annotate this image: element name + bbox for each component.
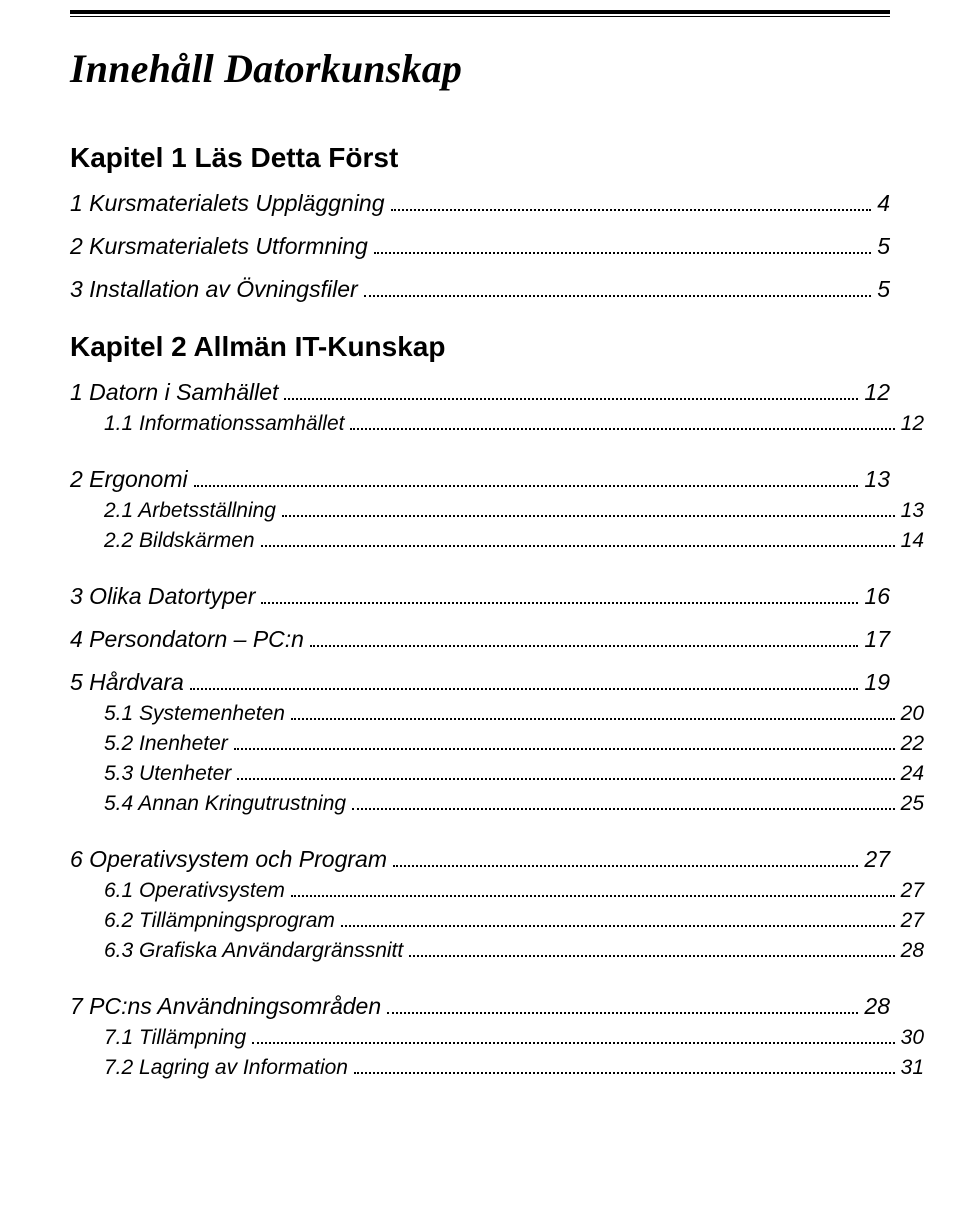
toc-entry-level2: 6.3 Grafiska Användargränssnitt 28 [104, 939, 924, 963]
toc-leader-dots [284, 387, 858, 401]
toc-leader-dots [364, 284, 872, 298]
toc-entry-page: 13 [901, 499, 924, 523]
toc-entry-page: 12 [864, 379, 890, 406]
toc-entry-level1: 2 Kursmaterialets Utformning 5 [70, 233, 890, 260]
toc-entry-page: 4 [877, 190, 890, 217]
toc-entry-label: 3 Installation av Övningsfiler [70, 276, 358, 303]
toc-entry-page: 20 [901, 702, 924, 726]
toc-entry-label: 2.2 Bildskärmen [104, 529, 255, 553]
toc-entry-level2: 7.1 Tillämpning 30 [104, 1026, 924, 1050]
toc-leader-dots [391, 198, 872, 212]
toc-entry-label: 7.1 Tillämpning [104, 1026, 246, 1050]
toc-entry-level1: 3 Olika Datortyper 16 [70, 583, 890, 610]
toc-leader-dots [354, 1062, 895, 1075]
toc-leader-dots [282, 505, 895, 518]
chapter-heading: Kapitel 2 Allmän IT-Kunskap [70, 331, 890, 363]
toc-leader-dots [387, 1001, 858, 1015]
toc-entry-page: 24 [901, 762, 924, 786]
toc-entry-label: 4 Persondatorn – PC:n [70, 626, 304, 653]
toc-entry-level2: 2.1 Arbetsställning 13 [104, 499, 924, 523]
toc-entry-page: 19 [864, 669, 890, 696]
group-spacer [70, 963, 890, 977]
toc-entry-label: 5 Hårdvara [70, 669, 184, 696]
toc-entry-label: 7 PC:ns Användningsområden [70, 993, 381, 1020]
toc-leader-dots [409, 945, 894, 958]
toc-entry-page: 22 [901, 732, 924, 756]
group-spacer [70, 436, 890, 450]
toc-entry-label: 1 Kursmaterialets Uppläggning [70, 190, 385, 217]
toc-entry-page: 25 [901, 792, 924, 816]
toc-entry-label: 3 Olika Datortyper [70, 583, 255, 610]
toc-entry-label: 6.3 Grafiska Användargränssnitt [104, 939, 403, 963]
toc-entry-page: 13 [864, 466, 890, 493]
group-spacer [70, 816, 890, 830]
toc-entry-page: 28 [901, 939, 924, 963]
toc-leader-dots [291, 708, 895, 721]
toc-entry-level2: 1.1 Informationssamhället 12 [104, 412, 924, 436]
group-spacer [70, 553, 890, 567]
toc-leader-dots [393, 854, 858, 868]
toc-leader-dots [252, 1032, 894, 1045]
chapter-heading: Kapitel 1 Läs Detta Först [70, 142, 890, 174]
toc-entry-page: 5 [877, 233, 890, 260]
toc-entry-label: 6.1 Operativsystem [104, 879, 285, 903]
toc-entry-page: 14 [901, 529, 924, 553]
toc-entry-level2: 5.3 Utenheter 24 [104, 762, 924, 786]
toc-entry-level2: 5.2 Inenheter 22 [104, 732, 924, 756]
toc-entry-page: 30 [901, 1026, 924, 1050]
toc-entry-page: 28 [864, 993, 890, 1020]
toc-entry-label: 5.4 Annan Kringutrustning [104, 792, 346, 816]
toc-entry-label: 6 Operativsystem och Program [70, 846, 387, 873]
toc-leader-dots [261, 591, 858, 605]
toc-leader-dots [291, 885, 895, 898]
toc-leader-dots [237, 768, 894, 781]
toc-entry-label: 1 Datorn i Samhället [70, 379, 278, 406]
toc-leader-dots [374, 241, 871, 255]
toc-leader-dots [234, 738, 895, 751]
toc-leader-dots [341, 915, 895, 928]
toc-entry-page: 27 [901, 879, 924, 903]
toc-entry-level2: 7.2 Lagring av Information 31 [104, 1056, 924, 1080]
toc-entry-page: 31 [901, 1056, 924, 1080]
toc-entry-label: 7.2 Lagring av Information [104, 1056, 348, 1080]
toc-entry-page: 27 [901, 909, 924, 933]
toc-title: Innehåll Datorkunskap [70, 45, 890, 92]
toc-entry-page: 16 [864, 583, 890, 610]
toc-entry-level2: 5.4 Annan Kringutrustning 25 [104, 792, 924, 816]
toc-entry-label: 5.3 Utenheter [104, 762, 231, 786]
toc-leader-dots [190, 677, 859, 691]
top-rule [70, 10, 890, 17]
toc-entry-label: 5.2 Inenheter [104, 732, 228, 756]
toc-entry-label: 1.1 Informationssamhället [104, 412, 344, 436]
toc-leader-dots [261, 535, 895, 548]
toc-entry-level2: 5.1 Systemenheten 20 [104, 702, 924, 726]
toc-leader-dots [310, 634, 858, 648]
toc-entry-level1: 3 Installation av Övningsfiler 5 [70, 276, 890, 303]
toc-entry-level1: 7 PC:ns Användningsområden 28 [70, 993, 890, 1020]
toc-entry-level1: 1 Datorn i Samhället 12 [70, 379, 890, 406]
toc-entry-level1: 1 Kursmaterialets Uppläggning 4 [70, 190, 890, 217]
toc-body: Kapitel 1 Läs Detta Först 1 Kursmateriale… [70, 142, 890, 1080]
toc-entry-page: 17 [864, 626, 890, 653]
page: Innehåll Datorkunskap Kapitel 1 Läs Dett… [0, 0, 960, 1210]
toc-entry-label: 2.1 Arbetsställning [104, 499, 276, 523]
toc-entry-label: 5.1 Systemenheten [104, 702, 285, 726]
toc-leader-dots [352, 798, 895, 811]
toc-entry-page: 5 [877, 276, 890, 303]
toc-entry-level2: 6.1 Operativsystem 27 [104, 879, 924, 903]
toc-leader-dots [350, 418, 894, 431]
toc-entry-label: 2 Ergonomi [70, 466, 188, 493]
toc-entry-level1: 2 Ergonomi 13 [70, 466, 890, 493]
toc-entry-page: 27 [864, 846, 890, 873]
toc-entry-level1: 6 Operativsystem och Program 27 [70, 846, 890, 873]
toc-entry-level2: 2.2 Bildskärmen 14 [104, 529, 924, 553]
toc-entry-page: 12 [901, 412, 924, 436]
toc-entry-label: 6.2 Tillämpningsprogram [104, 909, 335, 933]
toc-entry-level1: 5 Hårdvara 19 [70, 669, 890, 696]
toc-entry-level1: 4 Persondatorn – PC:n 17 [70, 626, 890, 653]
toc-entry-label: 2 Kursmaterialets Utformning [70, 233, 368, 260]
toc-entry-level2: 6.2 Tillämpningsprogram 27 [104, 909, 924, 933]
toc-leader-dots [194, 474, 859, 488]
